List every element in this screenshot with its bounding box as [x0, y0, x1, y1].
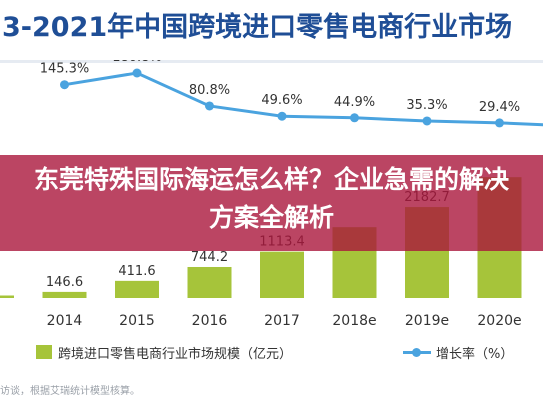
x-tick-2015: 2015: [119, 313, 155, 329]
growth-label-2017: 49.6%: [261, 93, 302, 108]
growth-label-2019e: 35.3%: [406, 98, 447, 113]
growth-point-2016: [205, 101, 214, 111]
legend-line-marker: [412, 348, 421, 357]
headline-text[interactable]: 东莞特殊国际海运怎么样？企业急需的解决方案全解析: [33, 165, 509, 232]
legend-bar-label: 跨境进口零售电商行业市场规模（亿元）: [58, 347, 293, 362]
x-axis-tick-labels: 320142015201620172018e2019e2020ee: [47, 313, 522, 329]
growth-point-2014: [60, 80, 69, 90]
growth-point-2017: [277, 111, 287, 121]
bar-2013: [0, 295, 14, 298]
x-tick-2016: 2016: [192, 313, 228, 329]
bar-2014: [42, 291, 87, 298]
growth-point-2019e: [422, 116, 432, 126]
growth-point-2015: [132, 68, 142, 78]
bar-label-2015: 411.6: [118, 264, 155, 279]
growth-label-2014: 145.3%: [40, 62, 90, 77]
bar-2015: [115, 280, 159, 298]
bar-label-2016: 744.2: [191, 250, 228, 265]
x-tick-2019e: 2019e: [405, 313, 449, 329]
chart-title: 3-2021年中国跨境进口零售电商行业市场: [2, 12, 513, 43]
legend-line-label: 增长率（%）: [436, 347, 514, 362]
growth-label-2020e: 29.4%: [479, 100, 520, 115]
growth-value-labels: 145.3%180.8%80.8%49.6%44.9%35.3%29.4%%: [40, 60, 520, 115]
title-divider: [0, 60, 543, 63]
x-tick-2014: 2014: [47, 313, 83, 329]
chart-legend: 跨境进口零售电商行业市场规模（亿元） 增长率（%）: [0, 338, 543, 366]
growth-point-2018e: [350, 113, 359, 123]
x-tick-2018e: 2018e: [332, 313, 376, 329]
legend-bar-swatch: [36, 345, 52, 359]
bar-2017: [260, 251, 304, 298]
bar-label-2014: 146.6: [46, 275, 83, 290]
growth-label-2015: 180.8%: [112, 60, 162, 65]
x-tick-2017: 2017: [264, 313, 300, 329]
source-note: 访谈，根据艾瑞统计模型核算。: [0, 386, 140, 397]
growth-label-2018e: 44.9%: [334, 95, 375, 110]
bar-2016: [187, 266, 232, 298]
growth-label-2016: 80.8%: [189, 83, 230, 98]
headline-overlay[interactable]: 东莞特殊国际海运怎么样？企业急需的解决方案全解析: [0, 155, 543, 251]
growth-line-series: [60, 68, 543, 128]
x-tick-2020e: 2020e: [477, 313, 521, 329]
growth-point-2020e: [495, 118, 504, 128]
growth-line: [64, 71, 543, 127]
